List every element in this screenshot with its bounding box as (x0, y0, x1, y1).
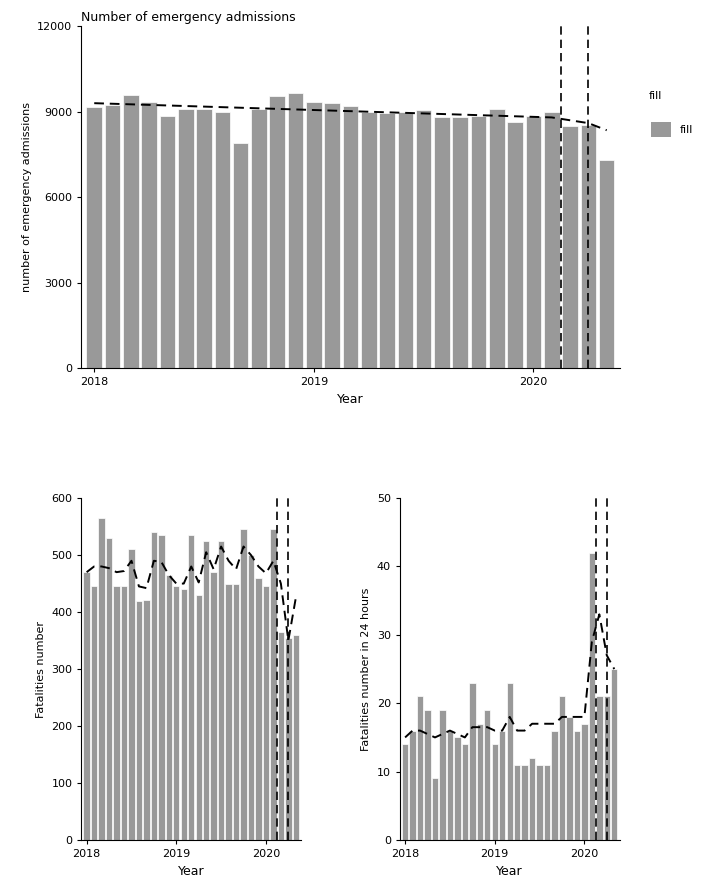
Bar (210, 572, 217, 840)
Bar (292, 635, 299, 840)
Bar (181, 589, 187, 840)
Bar (611, 669, 617, 840)
Bar (596, 696, 603, 840)
Bar (188, 536, 195, 840)
Bar (128, 550, 135, 840)
Bar (105, 105, 120, 368)
Bar (160, 116, 175, 368)
Bar (439, 710, 445, 840)
Bar (552, 731, 558, 840)
Bar (225, 584, 232, 840)
Bar (491, 745, 498, 840)
Bar (240, 529, 246, 840)
Bar (476, 724, 483, 840)
X-axis label: Year: Year (178, 864, 205, 875)
Bar (136, 600, 142, 840)
Bar (113, 586, 120, 840)
Bar (581, 124, 596, 368)
Bar (409, 731, 416, 840)
X-axis label: Year: Year (496, 864, 523, 875)
Bar (462, 745, 468, 840)
Bar (287, 94, 303, 368)
Bar (379, 113, 395, 368)
Bar (452, 117, 468, 368)
Bar (270, 529, 277, 840)
Bar (203, 541, 210, 840)
Bar (306, 102, 321, 368)
Bar (84, 572, 90, 840)
Bar (544, 112, 559, 368)
Legend: fill: fill (646, 117, 697, 142)
Bar (91, 586, 97, 840)
Bar (215, 112, 230, 368)
Bar (455, 738, 461, 840)
Bar (484, 710, 491, 840)
Bar (106, 538, 113, 840)
Bar (142, 102, 157, 368)
Bar (121, 586, 127, 840)
Bar (123, 94, 139, 368)
Bar (506, 682, 513, 840)
Bar (588, 553, 595, 840)
X-axis label: Year: Year (337, 393, 364, 406)
Bar (402, 745, 409, 840)
Bar (573, 731, 580, 840)
Bar (522, 765, 527, 840)
Bar (178, 108, 193, 368)
Y-axis label: Fatalities number: Fatalities number (35, 620, 46, 718)
Bar (285, 638, 292, 840)
Bar (251, 108, 267, 368)
Bar (143, 599, 149, 840)
Bar (434, 117, 450, 368)
Bar (537, 765, 543, 840)
Bar (514, 765, 520, 840)
Bar (343, 106, 358, 368)
Y-axis label: number of emergency admissions: number of emergency admissions (22, 102, 32, 292)
Bar (173, 586, 179, 840)
Bar (471, 116, 486, 368)
Bar (398, 112, 413, 368)
Bar (489, 108, 505, 368)
Bar (432, 779, 438, 840)
Bar (424, 710, 430, 840)
Bar (544, 765, 550, 840)
Bar (599, 160, 615, 368)
Bar (604, 696, 610, 840)
Bar (86, 108, 102, 368)
Bar (248, 555, 254, 840)
Bar (233, 584, 239, 840)
Y-axis label: Fatalities number in 24 hours: Fatalities number in 24 hours (361, 587, 371, 751)
Text: fill: fill (649, 92, 663, 102)
Bar (559, 696, 565, 840)
Bar (195, 595, 202, 840)
Bar (469, 682, 476, 840)
Bar (233, 144, 249, 368)
Bar (566, 717, 573, 840)
Bar (166, 575, 172, 840)
Bar (270, 96, 285, 368)
Bar (158, 536, 164, 840)
Bar (417, 696, 423, 840)
Bar (416, 110, 431, 368)
Bar (324, 103, 340, 368)
Bar (218, 541, 224, 840)
Bar (263, 586, 269, 840)
Bar (278, 632, 284, 840)
Bar (447, 731, 453, 840)
Bar (98, 518, 105, 840)
Bar (526, 116, 541, 368)
Bar (499, 731, 506, 840)
Bar (151, 532, 157, 840)
Text: Number of emergency admissions: Number of emergency admissions (81, 10, 296, 24)
Bar (256, 578, 262, 840)
Bar (529, 758, 535, 840)
Bar (361, 112, 377, 368)
Bar (562, 126, 578, 368)
Bar (581, 724, 588, 840)
Bar (196, 108, 212, 368)
Bar (508, 122, 523, 368)
